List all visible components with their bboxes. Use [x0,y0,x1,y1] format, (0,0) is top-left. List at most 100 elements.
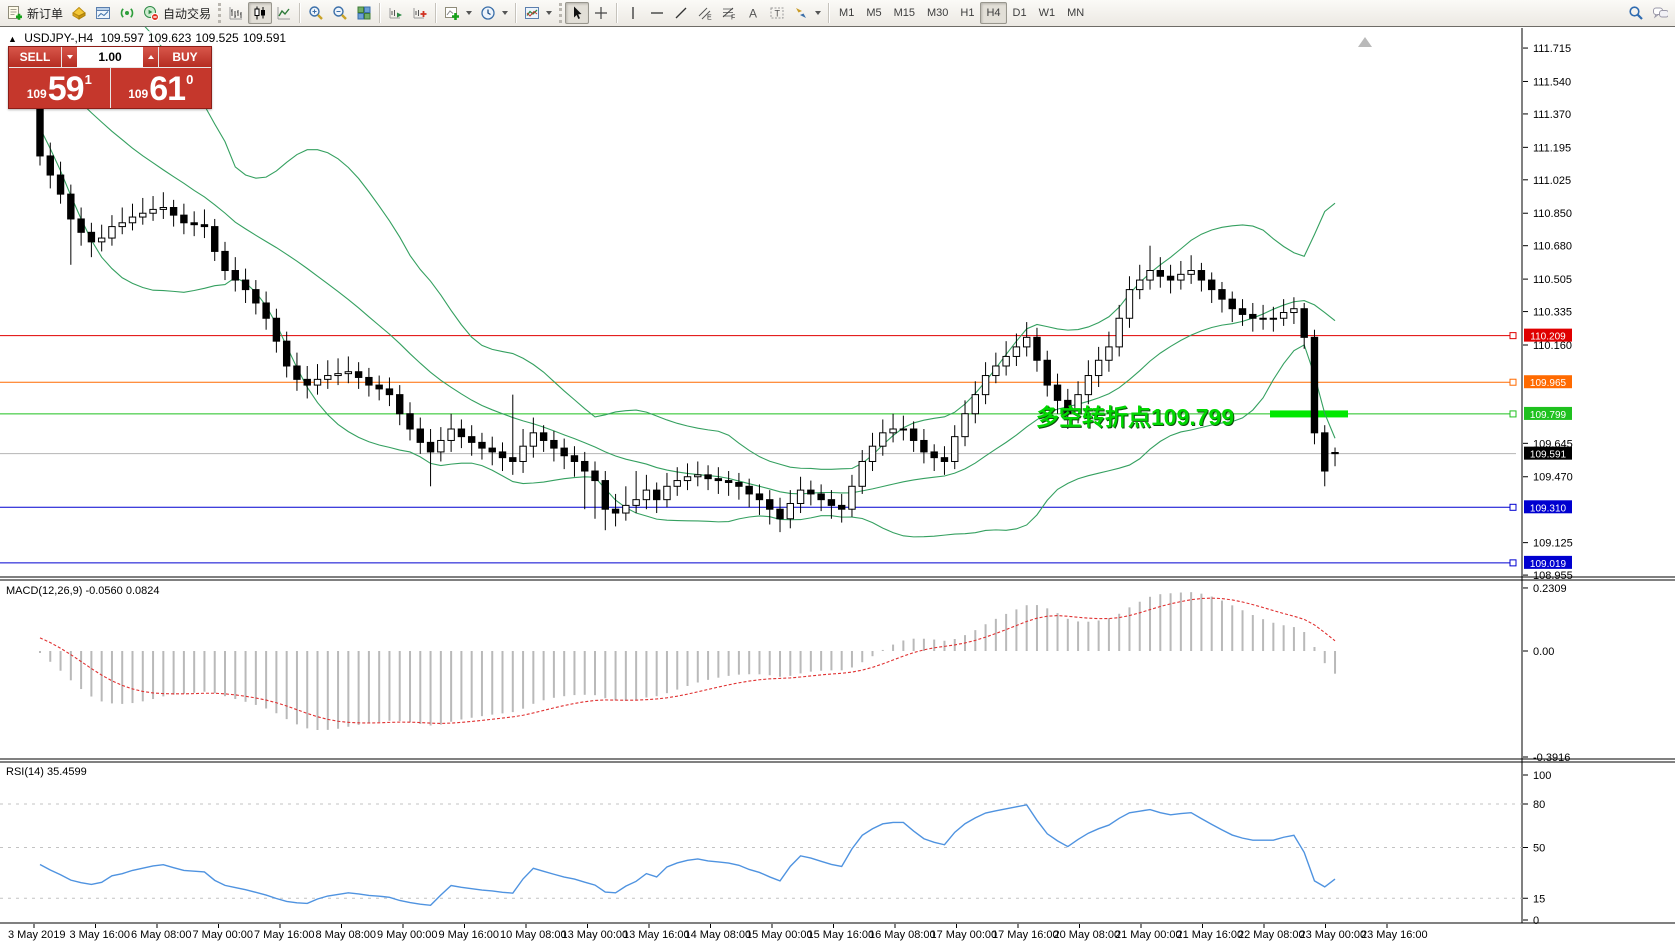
timeframe-MN[interactable]: MN [1061,2,1090,24]
buy-price[interactable]: 109 61 0 [111,68,212,108]
new-order-label: 新订单 [27,6,64,21]
text-label-tool-button[interactable]: T [765,2,789,24]
cursor-icon [569,5,585,21]
timeframe-M1[interactable]: M1 [833,2,860,24]
candle-body [406,413,414,430]
hline-badge-label: 110.209 [1530,332,1566,343]
search-button[interactable] [1624,2,1648,24]
chart-shift-marker[interactable] [1358,37,1372,47]
candle-body [426,441,435,453]
arrows-tool-button[interactable] [789,2,825,24]
timeframe-M30[interactable]: M30 [921,2,954,24]
sell-price[interactable]: 109 59 1 [9,68,111,108]
time-tick-label: 17 May 16:00 [992,929,1059,941]
candle-body [457,428,466,438]
price-tick-label: 110.335 [1533,307,1572,319]
market-watch-button[interactable] [67,2,91,24]
candle-body [673,480,681,487]
candle-body [498,451,507,459]
candle-body [1269,317,1278,320]
rsi-label: RSI(14) 35.4599 [6,766,87,778]
timeframe-H4[interactable]: H4 [980,2,1007,24]
text-tool-button[interactable]: A [741,2,765,24]
profile-button[interactable] [91,2,115,24]
cursor-tool-button[interactable] [565,2,590,24]
sell-price-figure: 109 [26,87,47,101]
candle-body [714,478,723,482]
periods-button[interactable] [476,2,512,24]
time-tick-label: 15 May 16:00 [808,929,875,941]
autotrading-label: 自动交易 [163,6,212,21]
sell-button[interactable]: SELL [9,47,62,67]
candle-body [313,378,322,386]
crosshair-tool-button[interactable] [589,2,613,24]
candle-body [755,493,764,501]
timeframe-D1[interactable]: D1 [1007,2,1033,24]
timeframe-M5[interactable]: M5 [860,2,887,24]
chart-shift-button[interactable] [408,2,432,24]
chat-icon [1652,5,1668,21]
bar-chart-mode-button[interactable] [224,2,248,24]
equidistant-channel-tool-button[interactable]: E [693,2,717,24]
candle-body [478,441,486,449]
candle-body [1002,355,1010,367]
timeframe-H1[interactable]: H1 [954,2,980,24]
autotrading-button[interactable]: 自动交易 [139,2,215,24]
chat-button[interactable] [1648,2,1672,24]
signals-button[interactable] [115,2,139,24]
auto-scroll-button[interactable] [384,2,408,24]
volume-decrease-button[interactable] [62,47,77,67]
trendline-icon [673,5,689,21]
zoom-in-button[interactable] [304,2,328,24]
candle-body [1012,346,1021,357]
fibonacci-tool-button[interactable]: F [717,2,741,24]
candle-body [981,375,990,396]
hline-badge [1524,500,1572,514]
candle-body [416,428,424,443]
candle-body [467,436,476,443]
candle-body [56,174,65,195]
gold-icon [71,5,87,21]
candle-body [560,447,568,457]
candle-body [447,428,455,441]
candle-body [1033,336,1041,361]
line-chart-mode-button[interactable] [272,2,296,24]
vertical-line-tool-button[interactable] [621,2,645,24]
candlestick-mode-button[interactable] [248,2,273,24]
candle-body [1207,279,1216,291]
timeframe-W1[interactable]: W1 [1033,2,1062,24]
volume-input[interactable]: 1.00 [77,47,143,67]
candle-body [1321,432,1329,472]
indicators-button[interactable] [440,2,476,24]
candle-body [221,250,229,272]
trend-highlight-segment[interactable] [1270,410,1348,418]
new-order-button[interactable]: 新订单 [3,2,67,24]
hline-badge [1524,555,1572,569]
text-label-icon: T [769,5,785,21]
timeframe-M15[interactable]: M15 [888,2,921,24]
candle-body [1331,451,1339,455]
candle-body [1074,394,1082,415]
candle-body [1166,275,1175,281]
templates-button[interactable] [520,2,556,24]
candle-body [961,413,969,438]
zoom-out-button[interactable] [328,2,352,24]
candle-body [211,226,219,252]
toolbar: 新订单 自动交易 [0,0,1675,27]
trendline-tool-button[interactable] [669,2,693,24]
candle-body [282,340,291,367]
chart-annotation-text[interactable]: 多空转折点109.799 [1036,404,1235,430]
toolbar-separator [828,3,831,23]
candle-body [1125,289,1134,319]
volume-increase-button[interactable] [143,47,158,67]
candle-body [344,371,353,375]
hline-badge-label: 109.965 [1530,378,1567,389]
candle-body [437,439,445,453]
buy-button[interactable]: BUY [158,47,211,67]
horizontal-line-tool-button[interactable] [645,2,669,24]
high-value: 109.623 [147,31,192,45]
candle-body [570,455,579,462]
tile-windows-button[interactable] [352,2,376,24]
